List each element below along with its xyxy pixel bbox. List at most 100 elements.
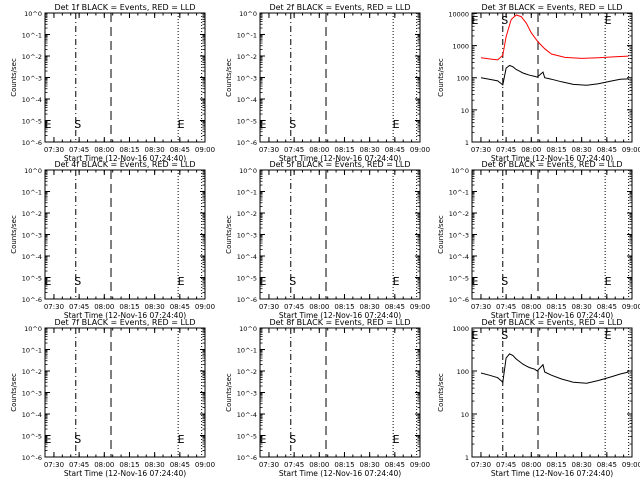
x-tick-label: 09:00 (410, 461, 430, 469)
start-marker-label: S (501, 275, 508, 288)
x-tick-label: 07:30 (259, 461, 279, 469)
x-tick-label: 09:00 (195, 146, 215, 154)
x-tick-label: 07:45 (284, 461, 304, 469)
y-tick-label: 10^-1 (237, 347, 257, 355)
panel-title: Det 9f BLACK = Events, RED = LLD (481, 318, 622, 327)
panel-det-6: Det 6f BLACK = Events, RED = LLD 07:30 07:… (437, 160, 640, 320)
end-marker-label: E (605, 14, 612, 27)
panel-title: Det 2f BLACK = Events, RED = LLD (269, 3, 410, 12)
x-tick-label: 08:30 (572, 461, 592, 469)
y-tick-label: 10^-6 (237, 454, 257, 462)
end-marker-label: E (260, 275, 267, 288)
series-line (480, 14, 629, 61)
x-tick-label: 08:30 (572, 146, 592, 154)
y-tick-label: 10^-1 (237, 189, 257, 197)
x-tick-label: 08:45 (170, 461, 190, 469)
end-marker-label: E (472, 14, 479, 27)
panel-title: Det 1f BLACK = Events, RED = LLD (54, 3, 195, 12)
y-tick-label: 10^-5 (449, 275, 469, 283)
y-tick-label: 10^0 (24, 167, 42, 175)
y-tick-label: 10^-3 (237, 232, 257, 240)
y-tick-label: 10^-3 (449, 232, 469, 240)
x-tick-label: 08:45 (597, 303, 617, 311)
end-marker-label: E (178, 118, 185, 131)
start-marker-label: S (74, 275, 81, 288)
x-tick-label: 07:30 (259, 146, 279, 154)
x-tick-label: 09:00 (195, 461, 215, 469)
panel-title: Det 3f BLACK = Events, RED = LLD (481, 3, 622, 12)
x-tick-label: 08:30 (145, 461, 165, 469)
x-tick-label: 08:45 (170, 303, 190, 311)
y-axis-title: Counts/sec (437, 58, 445, 97)
x-tick-label: 08:45 (597, 146, 617, 154)
x-tick-label: 08:30 (360, 461, 380, 469)
panel-det-5: Det 5f BLACK = Events, RED = LLD 07:30 07:… (225, 160, 430, 320)
start-marker-label: S (501, 329, 508, 342)
y-tick-label: 100 (457, 75, 469, 83)
y-axis-title: Counts/sec (225, 373, 233, 412)
x-tick-label: 08:15 (546, 303, 566, 311)
y-tick-label: 10^-6 (22, 296, 42, 304)
x-tick-label: 09:00 (622, 461, 640, 469)
x-tick-label: 07:30 (471, 303, 491, 311)
end-marker-label: E (260, 118, 267, 131)
panel-title: Det 8f BLACK = Events, RED = LLD (269, 318, 410, 327)
x-tick-label: 07:30 (44, 461, 64, 469)
y-tick-label: 10^-5 (22, 275, 42, 283)
y-tick-label: 10^-5 (237, 433, 257, 441)
x-tick-label: 07:45 (69, 461, 89, 469)
series-line (480, 353, 629, 384)
start-marker-label: S (289, 275, 296, 288)
y-axis-title: Counts/sec (10, 58, 18, 97)
x-tick-label: 08:30 (572, 303, 592, 311)
x-tick-label: 08:15 (119, 461, 139, 469)
start-marker-label: S (74, 118, 81, 131)
x-tick-label: 08:45 (170, 146, 190, 154)
y-tick-label: 10^-6 (22, 454, 42, 462)
x-axis-title: Start Time (12-Nov-16 07:24:40) (64, 469, 186, 478)
y-tick-label: 10^-4 (237, 96, 257, 104)
y-tick-label: 10000 (448, 10, 469, 18)
start-marker-label: S (289, 433, 296, 446)
x-tick-label: 08:00 (94, 146, 114, 154)
plot-frame (471, 12, 633, 143)
y-tick-label: 10^-3 (22, 232, 42, 240)
y-tick-label: 10^-5 (22, 433, 42, 441)
panel-det-4: Det 4f BLACK = Events, RED = LLD 07:30 07:… (10, 160, 215, 320)
y-tick-label: 10^-2 (22, 53, 42, 61)
start-marker-label: S (501, 14, 508, 27)
end-marker-label: E (472, 275, 479, 288)
y-tick-label: 10^0 (451, 167, 469, 175)
x-tick-label: 08:15 (119, 146, 139, 154)
y-axis-title: Counts/sec (225, 215, 233, 254)
y-tick-label: 10^-6 (449, 296, 469, 304)
x-tick-label: 07:45 (69, 146, 89, 154)
y-tick-label: 10^0 (24, 10, 42, 18)
y-tick-label: 10 (461, 107, 469, 115)
y-axis-title: Counts/sec (225, 58, 233, 97)
x-tick-label: 08:00 (521, 303, 541, 311)
panel-det-1: Det 1f BLACK = Events, RED = LLD 07:30 07:… (10, 3, 215, 163)
x-tick-label: 08:30 (360, 146, 380, 154)
y-tick-label: 10^-4 (449, 253, 469, 261)
y-tick-label: 10^-1 (237, 32, 257, 40)
x-tick-label: 08:30 (145, 146, 165, 154)
y-tick-label: 10^-1 (22, 347, 42, 355)
x-tick-label: 07:45 (496, 303, 516, 311)
start-marker-label: S (74, 433, 81, 446)
y-tick-label: 10 (461, 411, 469, 419)
y-tick-label: 1000 (452, 325, 469, 333)
x-tick-label: 08:00 (94, 461, 114, 469)
panel-det-8: Det 8f BLACK = Events, RED = LLD 07:30 07:… (225, 318, 430, 478)
panel-title: Det 6f BLACK = Events, RED = LLD (481, 160, 622, 169)
y-tick-label: 10^-5 (237, 275, 257, 283)
x-tick-label: 09:00 (410, 303, 430, 311)
y-axis-title: Counts/sec (437, 215, 445, 254)
x-tick-label: 08:45 (597, 461, 617, 469)
y-tick-label: 10^-6 (22, 139, 42, 147)
x-tick-label: 09:00 (622, 146, 640, 154)
x-axis-title: Start Time (12-Nov-16 07:24:40) (491, 154, 613, 163)
end-marker-label: E (393, 433, 400, 446)
x-tick-label: 08:00 (94, 303, 114, 311)
x-axis-title: Start Time (12-Nov-16 07:24:40) (279, 154, 401, 163)
